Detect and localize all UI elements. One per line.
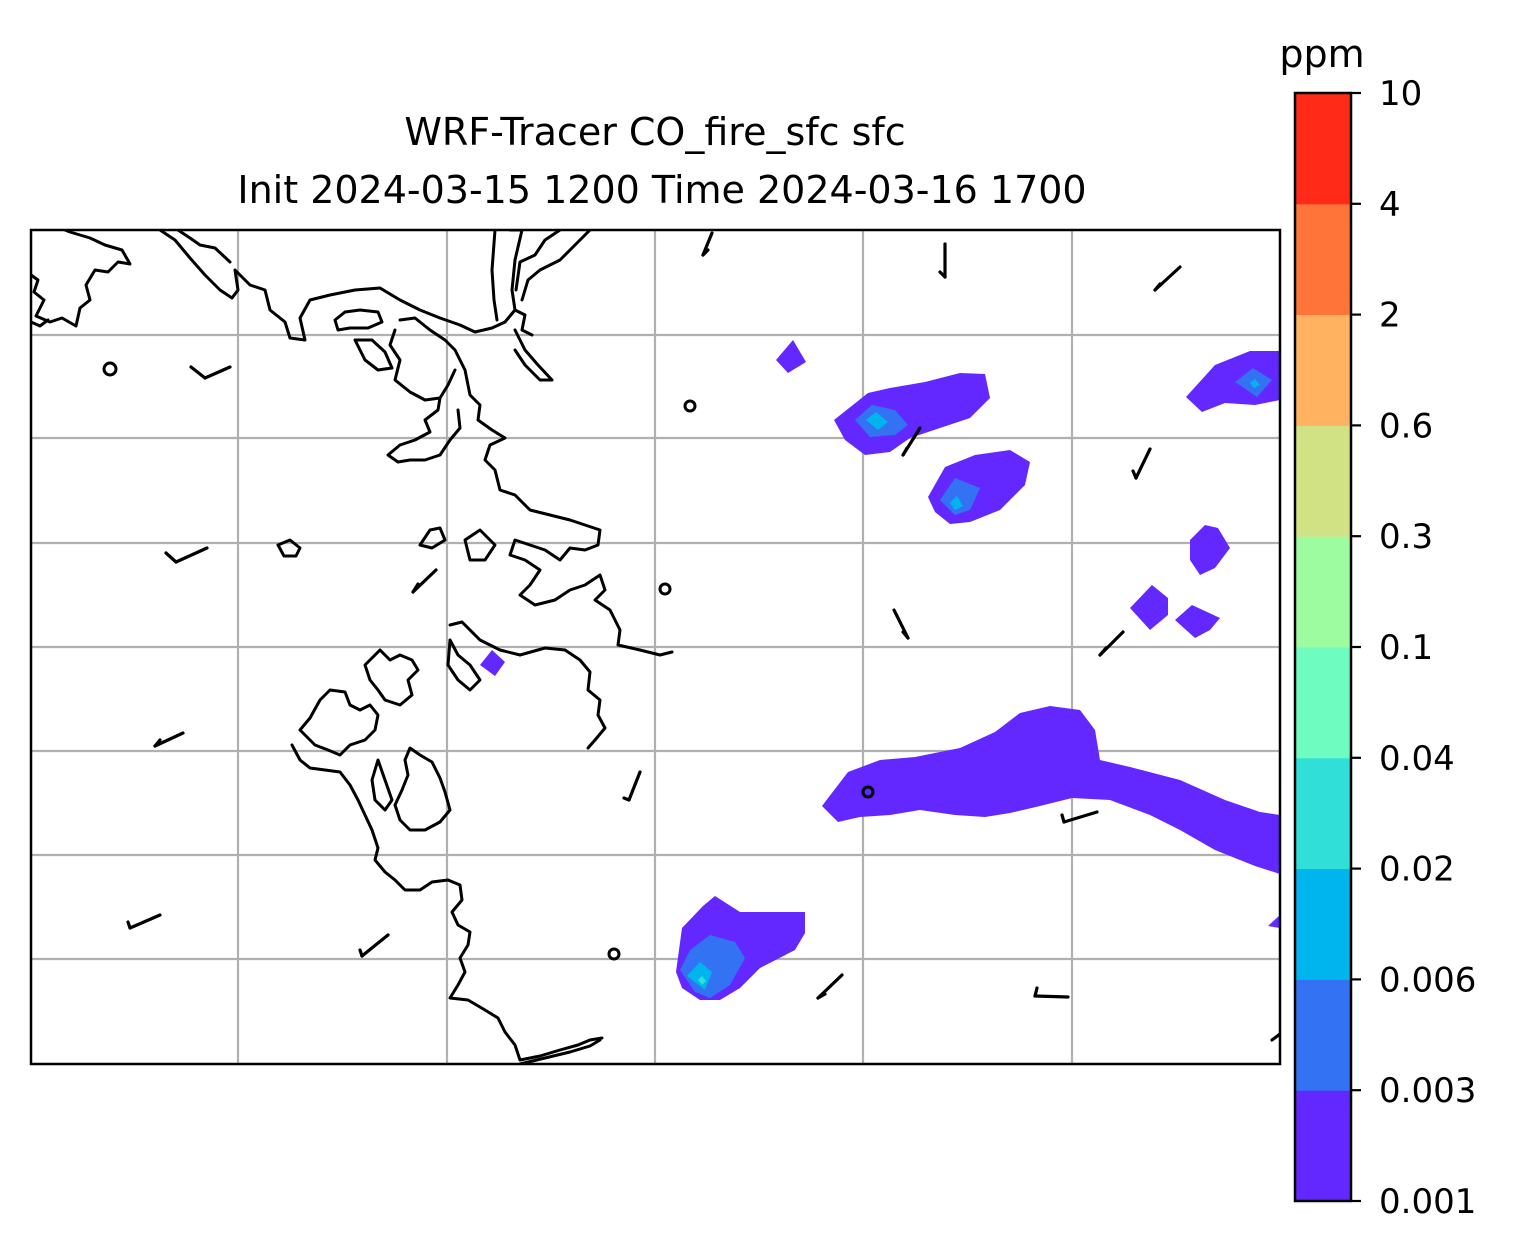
plume-east-2 [1130,585,1168,630]
colorbar-band-0 [1295,1090,1351,1202]
colorbar-band-7 [1295,314,1351,426]
colorbar-tick-label: 0.02 [1379,850,1455,890]
colorbar-band-6 [1295,425,1351,537]
colorbar-band-8 [1295,203,1351,316]
plume-small-north [776,340,806,373]
colorbar-tick-label: 0.001 [1379,1182,1476,1222]
colorbar-tick-label: 0.003 [1379,1071,1476,1111]
chart-title-line1: WRF-Tracer CO_fire_sfc sfc [404,110,905,154]
plume-northeast [1186,351,1280,412]
plume-east-1 [1190,525,1230,575]
colorbar-band-2 [1295,868,1351,980]
colorbar-band-3 [1295,757,1351,870]
colorbar-tick-label: 4 [1379,185,1401,225]
map-frame [29,228,1282,1066]
small-islands [102,361,875,961]
plume-coast [480,650,505,676]
colorbar-tick-label: 2 [1379,296,1401,336]
coastlines [31,230,674,1064]
colorbar-bands [1295,93,1351,1202]
colorbar-band-5 [1295,536,1351,648]
plume-edge-se [1268,915,1280,928]
colorbar-ticks: 0.001 0.003 0.006 0.02 0.04 0.1 0.3 0.6 2 4 10 [1351,74,1476,1222]
chart-title-line2: Init 2024-03-15 1200 Time 2024-03-16 170… [237,168,1086,212]
plume-east-3 [1175,605,1220,638]
wind-barbs [126,231,1280,1042]
colorbar-band-4 [1295,647,1351,759]
colorbar-tick-label: 0.6 [1379,406,1433,446]
colorbar-tick-label: 10 [1379,74,1422,114]
tracer-contours [480,340,1280,1000]
plume-band [822,706,1280,874]
colorbar-unit-label: ppm [1279,32,1364,76]
colorbar: ppm 0.001 0.003 0.006 0.02 0.04 0.1 0.3 0.6 2 4 10 [1279,32,1476,1222]
colorbar-band-9 [1295,93,1351,205]
colorbar-tick-label: 0.04 [1379,739,1455,779]
colorbar-band-1 [1295,979,1351,1091]
colorbar-tick-label: 0.1 [1379,628,1433,668]
map-panel [29,228,1282,1066]
colorbar-tick-label: 0.3 [1379,517,1433,557]
colorbar-tick-label: 0.006 [1379,960,1476,1000]
